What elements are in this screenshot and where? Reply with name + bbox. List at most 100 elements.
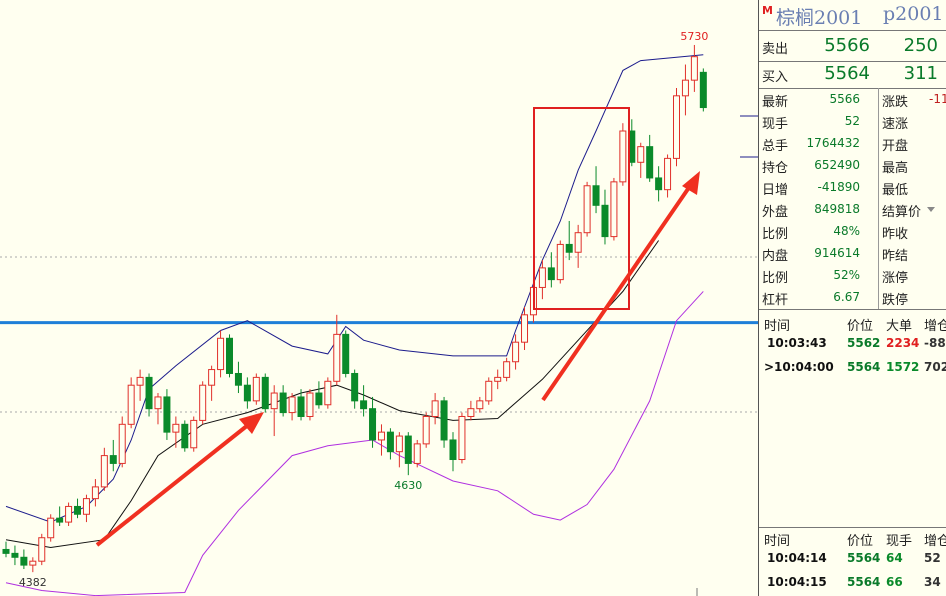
stat-label: 杠杆 <box>762 293 789 308</box>
table-cell: 10:04:14 <box>767 551 827 565</box>
candle-body <box>252 376 260 402</box>
candle-body <box>226 337 233 374</box>
candle-body <box>655 177 663 191</box>
band-line <box>5 291 704 596</box>
stat-value: 849818 <box>814 202 860 216</box>
candle-body <box>458 415 466 461</box>
candle-body <box>413 443 421 464</box>
price-annotation: 4382 <box>19 576 47 589</box>
table-cell: 52 <box>924 551 941 565</box>
candle-body <box>494 376 502 382</box>
stat-label: 最高 <box>882 161 909 176</box>
stat-value: 652490 <box>814 158 860 172</box>
candle-body <box>395 435 403 453</box>
stat-label: 最新 <box>762 95 789 110</box>
band-line <box>5 54 704 523</box>
stat-value: -11 <box>929 92 946 106</box>
stat-value: 52% <box>833 268 860 282</box>
table-cell: 64 <box>886 551 903 565</box>
highlight-box <box>533 107 630 310</box>
candle-body <box>360 400 368 410</box>
candle-body <box>342 333 350 374</box>
table-cell: 34 <box>924 575 941 589</box>
candle-body <box>270 392 278 410</box>
candle-body <box>163 396 171 433</box>
trend-arrow <box>95 412 264 547</box>
stat-label: 昨结 <box>882 249 909 264</box>
market-icon: M <box>762 4 773 17</box>
candle-body <box>503 361 511 378</box>
band-line <box>5 240 660 549</box>
table-cell: 10:04:15 <box>767 575 827 589</box>
candle-body <box>127 384 135 425</box>
candle-body <box>306 392 314 417</box>
table-cell: 5562 <box>847 336 881 350</box>
candle-body <box>619 130 627 183</box>
stat-value: 1764432 <box>806 136 860 150</box>
candle-body <box>297 396 305 417</box>
divider <box>759 30 946 31</box>
candle-body <box>449 439 457 461</box>
candle-body <box>404 435 412 464</box>
stat-label: 现手 <box>762 117 789 132</box>
candle-body <box>91 486 99 500</box>
stat-label: 开盘 <box>882 139 909 154</box>
table-header: 增仓 <box>924 319 946 334</box>
divider <box>878 88 879 309</box>
quote-panel: M 棕榈2001 p2001 卖出 5566 250 买入 5564 311 最新 5566 现手 5… <box>758 0 946 596</box>
candle-body <box>118 423 126 464</box>
candle-body <box>217 337 225 371</box>
stat-label: 涨跌 <box>882 95 909 110</box>
divider <box>759 61 946 62</box>
plot: 5730 4630 4382 <box>0 30 758 596</box>
candle-body <box>690 56 698 81</box>
book-price: 5564 <box>824 63 870 84</box>
table-header: 价位 <box>847 319 874 334</box>
candle-body <box>190 419 198 449</box>
dropdown-icon <box>927 207 935 212</box>
chart: 5730 4630 4382 <box>0 30 758 596</box>
candle-body <box>288 396 296 414</box>
candle-body <box>11 552 19 558</box>
contract-code: p2001 <box>883 3 944 25</box>
candle-body <box>315 392 323 406</box>
candle-body <box>208 369 216 386</box>
candle-body <box>279 392 287 414</box>
candle-body <box>324 380 332 406</box>
candle-body <box>637 146 645 163</box>
candle-body <box>521 314 529 343</box>
candle-body <box>181 423 189 449</box>
candle-body <box>699 71 707 109</box>
candle-body <box>333 333 341 382</box>
table-cell: 10:03:43 <box>767 336 827 350</box>
candle-body <box>440 400 448 441</box>
table-cell: >10:04:00 <box>764 360 834 374</box>
price-annotation: 4630 <box>394 479 422 492</box>
candle-body <box>38 537 46 562</box>
trend-arrow <box>541 171 700 402</box>
table-header: 时间 <box>764 534 791 549</box>
candle-body <box>234 372 242 386</box>
table-cell: 5564 <box>847 575 881 589</box>
candle-body <box>592 185 600 206</box>
candle-body <box>646 146 654 179</box>
candle-body <box>583 185 591 234</box>
stat-label: 内盘 <box>762 249 789 264</box>
symbol: 棕榈2001 <box>776 7 863 29</box>
book-volume: 250 <box>903 35 938 56</box>
candle-body <box>601 204 609 238</box>
candle-body <box>136 376 144 386</box>
candle-body <box>82 498 90 515</box>
candle-body <box>565 243 573 253</box>
candle-body <box>56 517 64 523</box>
stat-value: 48% <box>833 224 860 238</box>
book-label: 买入 <box>762 70 789 85</box>
stat-value: -41890 <box>817 180 860 194</box>
table-header: 大单 <box>886 319 913 334</box>
candle-body <box>351 372 359 402</box>
book-price: 5566 <box>824 35 870 56</box>
stat-value: 914614 <box>814 246 860 260</box>
stat-label: 外盘 <box>762 205 789 220</box>
table-cell: -88 <box>924 336 946 350</box>
candle-body <box>145 376 153 410</box>
